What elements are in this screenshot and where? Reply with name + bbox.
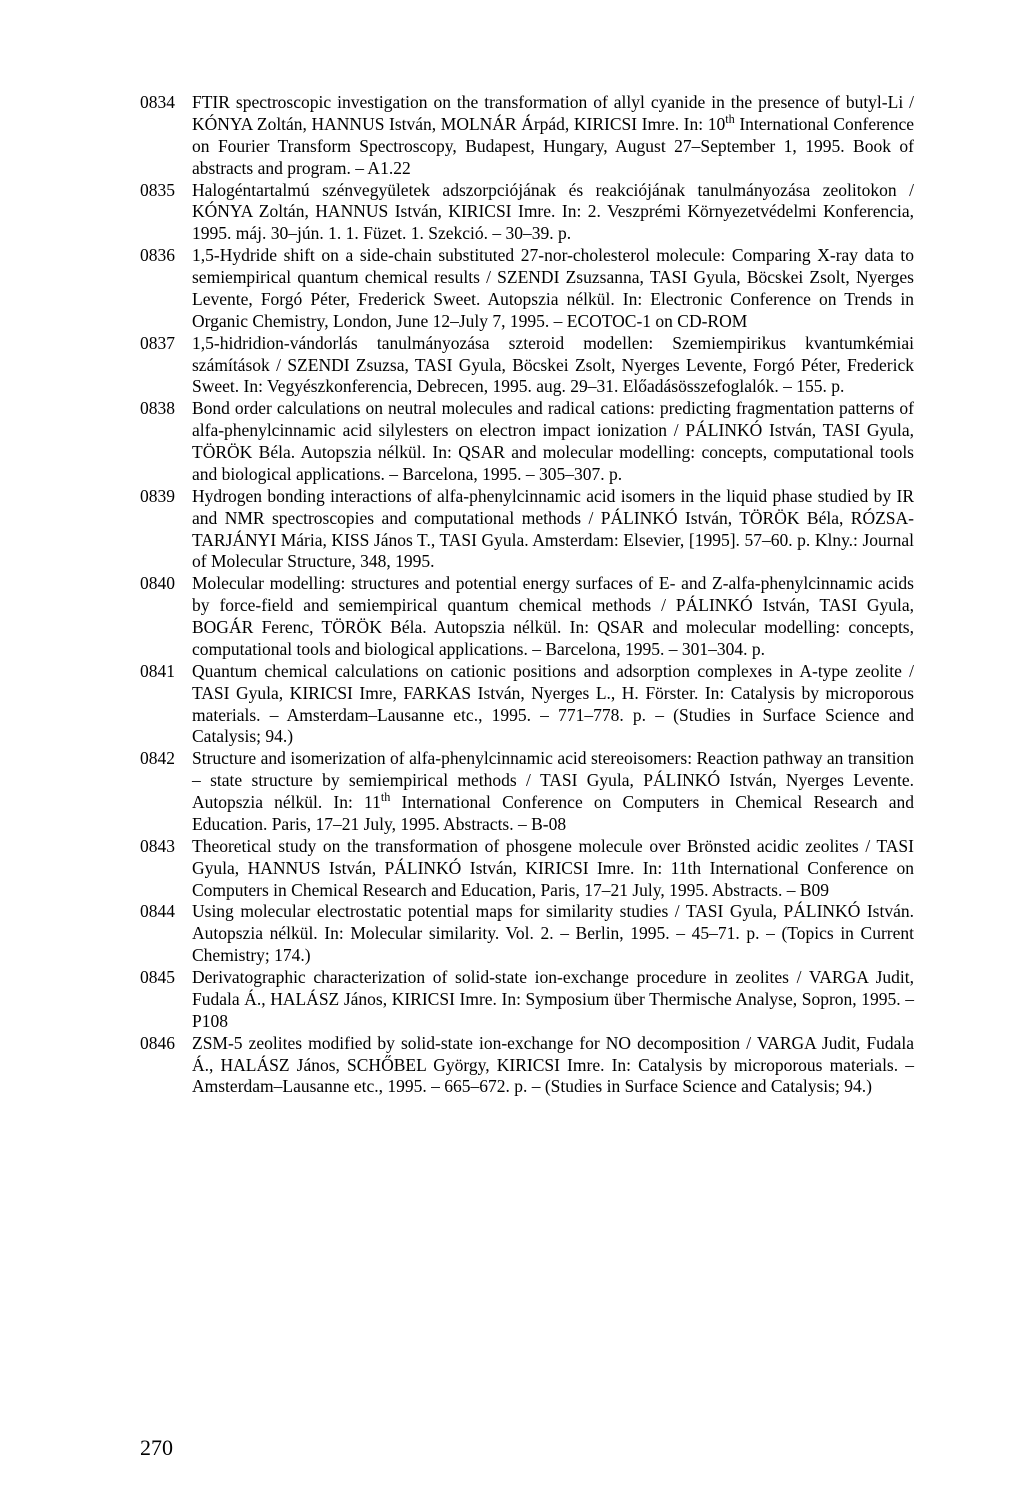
entry-id: 0835 — [140, 180, 192, 246]
bibliography-entry: 0841Quantum chemical calculations on cat… — [140, 661, 914, 749]
bibliography-entry: 0846ZSM-5 zeolites modified by solid-sta… — [140, 1033, 914, 1099]
entry-id: 0838 — [140, 398, 192, 486]
entry-text: Hydrogen bonding interactions of alfa-ph… — [192, 486, 914, 574]
bibliography-entry: 0839Hydrogen bonding interactions of alf… — [140, 486, 914, 574]
entry-text: Bond order calculations on neutral molec… — [192, 398, 914, 486]
bibliography-entry: 0835Halogéntartalmú szénvegyületek adszo… — [140, 180, 914, 246]
bibliography-entry: 0840Molecular modelling: structures and … — [140, 573, 914, 661]
bibliography-entry: 0838Bond order calculations on neutral m… — [140, 398, 914, 486]
entry-id: 0843 — [140, 836, 192, 902]
entry-text: Derivatographic characterization of soli… — [192, 967, 914, 1033]
entry-id: 0839 — [140, 486, 192, 574]
entry-text: ZSM-5 zeolites modified by solid-state i… — [192, 1033, 914, 1099]
bibliography-entry: 0845Derivatographic characterization of … — [140, 967, 914, 1033]
bibliography-entry: 0844Using molecular electrostatic potent… — [140, 901, 914, 967]
entry-id: 0834 — [140, 92, 192, 180]
bibliography-entries: 0834FTIR spectroscopic investigation on … — [140, 92, 914, 1098]
bibliography-entry: 0842Structure and isomerization of alfa-… — [140, 748, 914, 836]
entry-id: 0836 — [140, 245, 192, 333]
entry-id: 0840 — [140, 573, 192, 661]
entry-text: 1,5-hidridion-vándorlás tanulmányozása s… — [192, 333, 914, 399]
entry-text: Structure and isomerization of alfa-phen… — [192, 748, 914, 836]
entry-id: 0845 — [140, 967, 192, 1033]
bibliography-entry: 08371,5-hidridion-vándorlás tanulmányozá… — [140, 333, 914, 399]
entry-text: Theoretical study on the transformation … — [192, 836, 914, 902]
entry-text: 1,5-Hydride shift on a side-chain substi… — [192, 245, 914, 333]
entry-id: 0841 — [140, 661, 192, 749]
entry-text: Molecular modelling: structures and pote… — [192, 573, 914, 661]
bibliography-entry: 0834FTIR spectroscopic investigation on … — [140, 92, 914, 180]
entry-id: 0846 — [140, 1033, 192, 1099]
entry-id: 0842 — [140, 748, 192, 836]
entry-text: FTIR spectroscopic investigation on the … — [192, 92, 914, 180]
entry-text: Quantum chemical calculations on cationi… — [192, 661, 914, 749]
entry-text: Halogéntartalmú szénvegyületek adszorpci… — [192, 180, 914, 246]
page-number: 270 — [140, 1435, 173, 1461]
entry-text: Using molecular electrostatic potential … — [192, 901, 914, 967]
entry-id: 0837 — [140, 333, 192, 399]
bibliography-entry: 0843Theoretical study on the transformat… — [140, 836, 914, 902]
bibliography-entry: 08361,5-Hydride shift on a side-chain su… — [140, 245, 914, 333]
entry-id: 0844 — [140, 901, 192, 967]
